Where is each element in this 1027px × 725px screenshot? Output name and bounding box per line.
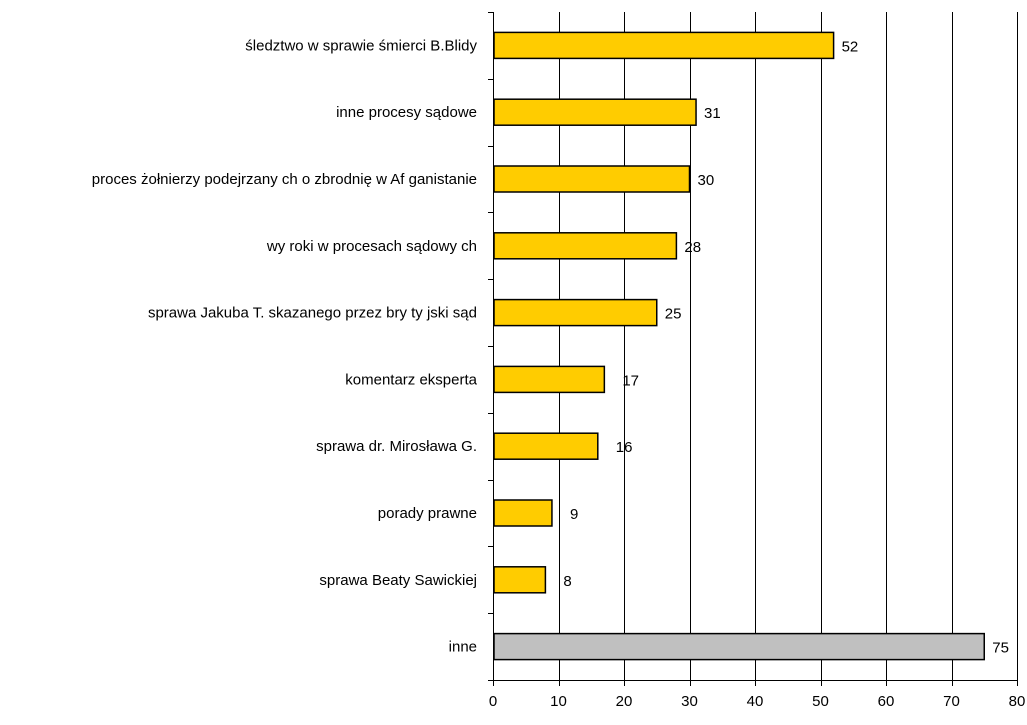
category-label: inne <box>449 639 477 656</box>
x-tick-label: 70 <box>943 693 960 710</box>
bar <box>493 31 835 60</box>
data-label: 17 <box>622 372 639 389</box>
labels: 0 10 20 30 40 50 60 70 80 śledztwo w sprawie śmie… <box>92 37 1026 710</box>
data-label: 52 <box>842 38 859 55</box>
x-tick-label: 30 <box>681 693 698 710</box>
category-label: sprawa dr. Mirosława G. <box>316 438 477 455</box>
category-label: wy roki w procesach sądowy ch <box>266 238 477 255</box>
x-tick-label: 40 <box>747 693 764 710</box>
category-label: sprawa Jakuba T. skazanego przez bry ty … <box>148 305 477 322</box>
x-tick-label: 0 <box>489 693 497 710</box>
bar <box>493 165 691 193</box>
data-label: 30 <box>698 172 715 189</box>
data-label: 16 <box>616 439 633 456</box>
bar <box>493 432 599 460</box>
category-label: inne procesy sądowe <box>336 104 477 121</box>
category-label: porady prawne <box>378 505 477 522</box>
data-label: 75 <box>992 640 1009 657</box>
bars <box>493 31 985 661</box>
data-label: 28 <box>684 239 701 256</box>
category-label: proces żołnierzy podejrzany ch o zbrodni… <box>92 171 477 188</box>
bar <box>493 566 547 594</box>
bar <box>493 232 678 260</box>
bar <box>493 365 606 394</box>
category-label: sprawa Beaty Sawickiej <box>319 572 477 589</box>
data-label: 8 <box>563 573 571 590</box>
data-label: 25 <box>665 306 682 323</box>
x-tick-label: 60 <box>878 693 895 710</box>
data-label: 31 <box>704 105 721 122</box>
data-label: 9 <box>570 506 578 523</box>
x-tick-label: 10 <box>550 693 567 710</box>
category-label: komentarz eksperta <box>345 371 477 388</box>
x-tick-label: 80 <box>1009 693 1026 710</box>
category-label: śledztwo w sprawie śmierci B.Blidy <box>245 37 477 54</box>
x-tick-label: 20 <box>616 693 633 710</box>
bar <box>493 298 658 327</box>
x-tick-label: 50 <box>812 693 829 710</box>
bar <box>493 98 697 126</box>
bar <box>493 499 553 527</box>
bar <box>493 632 985 661</box>
